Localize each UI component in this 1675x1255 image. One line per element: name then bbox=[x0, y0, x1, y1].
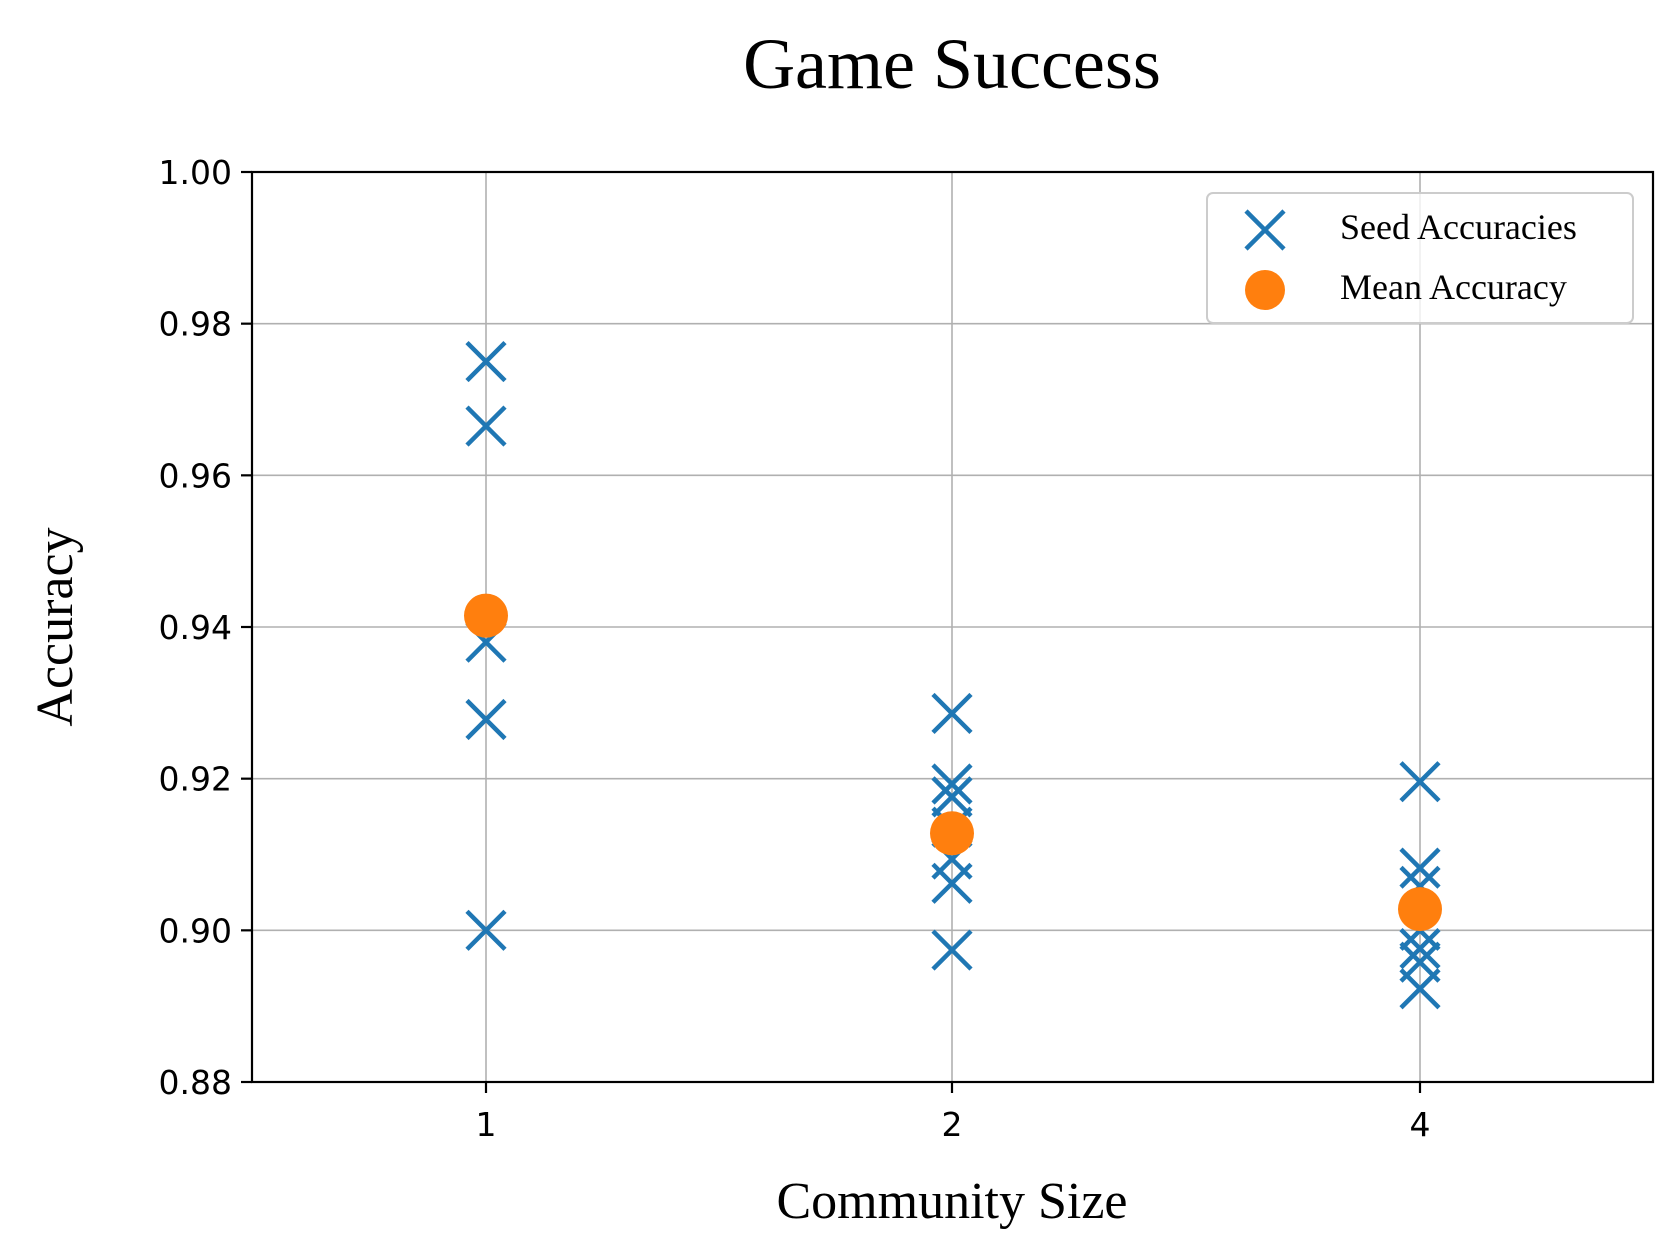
seed-accuracy-point bbox=[1399, 927, 1441, 970]
legend-label-mean-accuracy: Mean Accuracy bbox=[1340, 267, 1567, 307]
x-tick-label: 4 bbox=[1410, 1105, 1431, 1144]
seed-accuracy-point bbox=[465, 340, 507, 383]
legend-label-seed-accuracies: Seed Accuracies bbox=[1340, 207, 1577, 247]
y-tick-label: 0.88 bbox=[159, 1063, 232, 1102]
seed-accuracy-point bbox=[465, 405, 507, 447]
seed-accuracy-point bbox=[931, 929, 973, 971]
y-tick-label: 0.90 bbox=[159, 911, 232, 950]
seed-accuracy-point bbox=[465, 909, 507, 951]
y-tick-label: 0.92 bbox=[159, 760, 232, 799]
y-axis-label: Accuracy bbox=[27, 527, 84, 726]
x-tick-label: 2 bbox=[942, 1105, 963, 1144]
data-points bbox=[464, 340, 1442, 1010]
mean-accuracy-point bbox=[1398, 887, 1442, 932]
plot-frame bbox=[250, 170, 1655, 1084]
seed-accuracy-point bbox=[1399, 847, 1441, 889]
axis-ticks: 0.88 0.90 0.92 0.94 0.96 0.98 1.00 1 2 4 bbox=[159, 153, 1431, 1144]
legend-marker-seed-accuracies bbox=[1244, 209, 1286, 251]
y-tick-label: 1.00 bbox=[159, 153, 232, 192]
mean-accuracy-point bbox=[464, 593, 508, 638]
x-axis-label: Community Size bbox=[777, 1173, 1128, 1230]
seed-accuracy-point bbox=[931, 776, 973, 818]
seed-accuracy-point bbox=[931, 862, 973, 904]
mean-accuracy-point bbox=[930, 811, 974, 856]
seed-accuracy-point bbox=[931, 692, 973, 735]
legend: Seed Accuracies Mean Accuracy bbox=[1206, 192, 1634, 324]
seed-accuracy-point bbox=[1399, 968, 1441, 1010]
chart-title: Game Success bbox=[743, 24, 1161, 104]
seed-accuracy-point bbox=[1399, 761, 1441, 803]
legend-box bbox=[1206, 192, 1634, 324]
y-tick-label: 0.96 bbox=[159, 456, 232, 495]
seed-accuracy-point bbox=[931, 763, 973, 805]
y-tick-label: 0.98 bbox=[159, 305, 232, 344]
seed-accuracy-point bbox=[465, 698, 507, 741]
legend-marker-mean-accuracy bbox=[1245, 270, 1285, 310]
x-tick-label: 1 bbox=[476, 1105, 497, 1144]
y-tick-label: 0.94 bbox=[159, 608, 232, 647]
